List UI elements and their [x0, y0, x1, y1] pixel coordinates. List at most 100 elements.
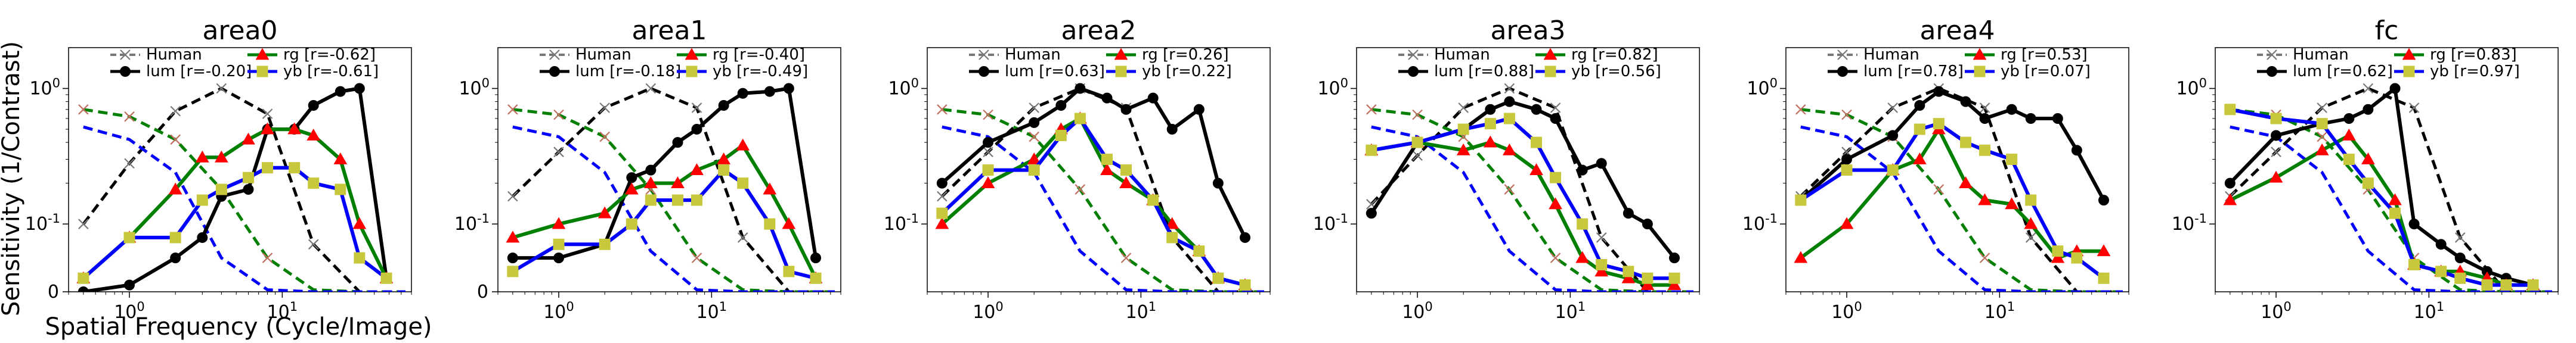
- series-lum-point: [1531, 104, 1542, 115]
- human-rg-marker: [937, 104, 948, 115]
- series-lum-line: [1370, 99, 1676, 259]
- human-rg-marker: [1075, 184, 1086, 195]
- legend-label-lum: lum [r=0.88]: [1434, 63, 1534, 80]
- series-yb-point: [2362, 177, 2374, 189]
- series-rg-point: [2005, 197, 2019, 210]
- legend-label-rg: rg [r=0.82]: [1571, 46, 1658, 64]
- plot-frame: [2215, 47, 2559, 292]
- series-lum-point: [2454, 252, 2466, 264]
- series-lum-point: [308, 99, 319, 111]
- human-rg-marker: [507, 104, 518, 115]
- legend-label-rg: rg [r=0.83]: [2430, 46, 2517, 64]
- series-lum-point: [2389, 83, 2401, 94]
- series-rg-point: [168, 182, 182, 195]
- plot-frame: [927, 47, 1271, 292]
- series-yb-point: [691, 194, 703, 206]
- series-rg-point: [1100, 163, 1114, 175]
- human-rg-marker: [2317, 131, 2327, 142]
- series-yb-point: [982, 164, 994, 176]
- series-yb-point: [1457, 123, 1469, 135]
- human-lum-curve: [1370, 86, 1693, 292]
- human-lum-marker: [691, 102, 702, 113]
- legend-label-lum: lum [r=-0.20]: [146, 63, 252, 80]
- series-yb-point: [1212, 272, 1224, 284]
- legend-rg-marker: [255, 48, 270, 60]
- legend-label-lum: lum [r=0.62]: [2293, 63, 2393, 80]
- series-yb-point: [1366, 144, 1377, 156]
- series-lum-point: [2052, 113, 2063, 124]
- series-rg-point: [1027, 152, 1041, 164]
- legend-label-yb: yb [r=-0.61]: [283, 63, 379, 80]
- series-yb-point: [1411, 136, 1423, 148]
- human-lum-marker: [2454, 232, 2466, 243]
- panel-title: fc: [2375, 15, 2399, 46]
- human-rg-marker: [691, 252, 702, 263]
- series-rg-point: [1978, 193, 1992, 205]
- plot-area: [1364, 83, 1693, 292]
- series-lum-point: [1596, 158, 1607, 169]
- series-rg-point: [1840, 217, 1854, 229]
- series-lum-point: [2435, 239, 2447, 250]
- human-yb-curve: [942, 125, 1264, 292]
- legend-yb-marker: [2403, 66, 2415, 77]
- series-yb-point: [1239, 279, 1251, 291]
- series-lum-point: [1979, 113, 1990, 124]
- series-lum-point: [1075, 83, 1086, 94]
- series-lum-point: [335, 86, 346, 97]
- series-lum-point: [1577, 164, 1588, 176]
- series-yb-point: [308, 177, 320, 189]
- series-yb-point: [1577, 218, 1589, 230]
- series-rg-point: [782, 217, 796, 229]
- series-yb-point: [645, 194, 657, 206]
- series-lum-point: [197, 232, 208, 243]
- human-lum-marker: [1458, 102, 1469, 113]
- series-lum-point: [1147, 92, 1159, 104]
- series-rg-point: [690, 163, 704, 175]
- series-lum-point: [1239, 232, 1250, 243]
- series-rg-point: [1502, 143, 1516, 155]
- series-rg-point: [2223, 193, 2237, 205]
- series-rg-point: [1530, 163, 1543, 175]
- human-rg-marker: [1120, 252, 1132, 263]
- y-tick-label: 100: [2176, 76, 2207, 99]
- series-rg-line: [512, 144, 818, 279]
- series-rg-point: [2342, 128, 2356, 141]
- human-lum-marker: [2408, 102, 2420, 113]
- legend-rg-marker: [2402, 48, 2416, 60]
- human-lum-marker: [170, 105, 181, 117]
- plot-frame: [497, 47, 841, 292]
- legend-yb-marker: [1115, 66, 1127, 77]
- y-tick-label: 10-1: [454, 211, 490, 235]
- human-rg-marker: [1550, 252, 1561, 263]
- plot-frame: [1356, 47, 1700, 292]
- series-rg-point: [242, 132, 255, 145]
- series-yb-point: [78, 272, 89, 284]
- human-lum-marker: [937, 191, 948, 202]
- legend-human-marker: [1408, 49, 1419, 60]
- series-lum-point: [1485, 104, 1496, 115]
- legend-label-human: Human: [1434, 46, 1490, 64]
- human-yb-curve: [512, 125, 835, 292]
- series-lum-point: [2271, 130, 2282, 141]
- series-rg-point: [1575, 251, 1590, 263]
- human-rg-curve: [1800, 108, 2123, 292]
- series-lum-point: [1623, 208, 1634, 219]
- series-yb-point: [936, 207, 948, 219]
- human-rg-curve: [2230, 108, 2552, 292]
- series-rg-point: [195, 150, 209, 163]
- legend-human-marker: [979, 49, 989, 60]
- series-yb-point: [2098, 272, 2110, 284]
- human-rg-marker: [1795, 104, 1806, 115]
- series-rg-point: [1621, 271, 1636, 283]
- series-yb-point: [196, 194, 208, 206]
- legend-human-marker: [2267, 49, 2277, 60]
- panel-title: area0: [202, 15, 277, 46]
- series-rg-line: [1800, 127, 2104, 260]
- series-rg-line: [82, 127, 388, 280]
- human-yb-curve: [1800, 125, 2123, 292]
- series-rg-point: [643, 176, 658, 189]
